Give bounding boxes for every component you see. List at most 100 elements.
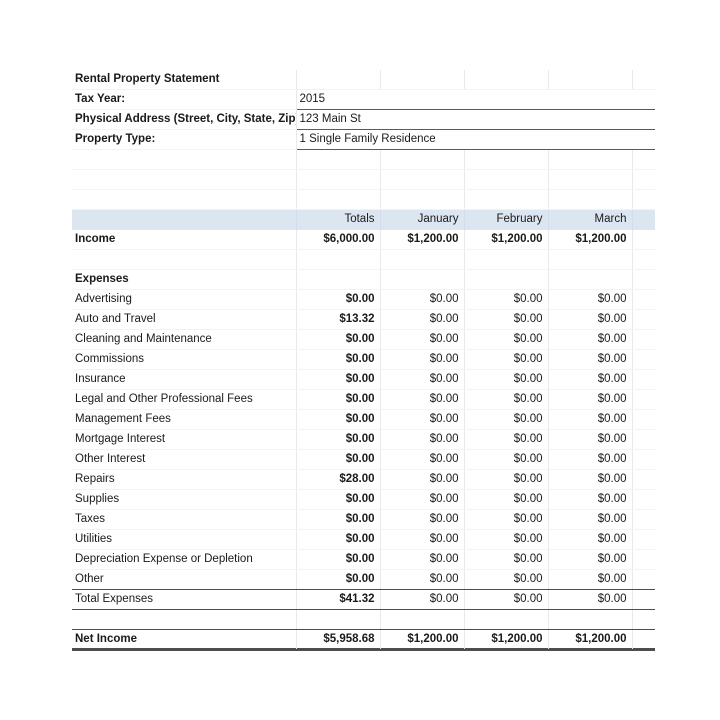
income-value[interactable]: $1,200. (632, 229, 655, 250)
expense-value[interactable]: $0. (632, 549, 655, 570)
form-value[interactable]: 1 Single Family Residence (296, 129, 655, 150)
income-value[interactable]: $1,200.00 (464, 229, 549, 250)
expense-value[interactable]: $0.00 (296, 489, 381, 510)
expense-value[interactable]: $0. (632, 449, 655, 470)
total-expenses-value[interactable]: $0.00 (380, 589, 465, 610)
expense-value[interactable]: $0.00 (464, 569, 549, 590)
expense-value[interactable]: $0.00 (296, 349, 381, 370)
expense-value[interactable]: $0.00 (296, 369, 381, 390)
net-income-value[interactable]: $1,200.00 (380, 629, 465, 651)
expense-value[interactable]: $0.00 (464, 409, 549, 430)
expense-value[interactable]: $0.00 (296, 569, 381, 590)
total-expenses-value[interactable]: $41. (632, 589, 655, 610)
expense-value[interactable]: $0.00 (296, 529, 381, 550)
net-income-value[interactable]: $5,958.68 (296, 629, 381, 651)
form-value[interactable]: 2015 (296, 89, 655, 110)
expense-value[interactable]: $0.00 (464, 509, 549, 530)
expense-value[interactable]: $0.00 (380, 529, 465, 550)
expense-value[interactable]: $0.00 (464, 329, 549, 350)
expense-value[interactable]: $0.00 (548, 449, 633, 470)
expense-value[interactable]: $0.00 (464, 529, 549, 550)
expense-value[interactable]: $0.00 (548, 409, 633, 430)
income-value[interactable]: $6,000.00 (296, 229, 381, 250)
expense-value[interactable]: $0.00 (296, 429, 381, 450)
expense-value[interactable]: $0.00 (380, 489, 465, 510)
expense-value[interactable]: $0.00 (380, 509, 465, 530)
expense-value[interactable]: $0.00 (380, 409, 465, 430)
expense-value[interactable]: $0. (632, 409, 655, 430)
column-header-totals[interactable]: Totals (296, 209, 381, 230)
column-header-ap[interactable]: Ap (632, 209, 655, 230)
expense-value[interactable]: $0.00 (296, 389, 381, 410)
expense-value[interactable]: $0.00 (548, 369, 633, 390)
column-header-february[interactable]: February (464, 209, 549, 230)
expense-value[interactable]: $0.00 (296, 509, 381, 530)
expense-value[interactable]: $0.00 (380, 329, 465, 350)
column-header-march[interactable]: March (548, 209, 633, 230)
expense-value[interactable]: $0.00 (464, 289, 549, 310)
expense-value[interactable]: $28. (632, 469, 655, 490)
expense-value[interactable]: $0.00 (296, 549, 381, 570)
expense-value[interactable]: $0.00 (548, 429, 633, 450)
spreadsheet-viewport[interactable]: Rental Property Statement Tax Year: 2015 Ph… (72, 70, 655, 652)
expense-value[interactable]: $0.00 (380, 349, 465, 370)
expense-value[interactable]: $0.00 (464, 429, 549, 450)
net-income-value[interactable]: $1,200.00 (548, 629, 633, 651)
expense-value[interactable]: $0.00 (548, 289, 633, 310)
income-value[interactable]: $1,200.00 (548, 229, 633, 250)
expense-value[interactable]: $0.00 (464, 349, 549, 370)
total-expenses-value[interactable]: $41.32 (296, 589, 381, 610)
expense-value[interactable]: $0. (632, 389, 655, 410)
expense-value[interactable]: $0.00 (296, 409, 381, 430)
expense-value[interactable]: $0.00 (548, 549, 633, 570)
expense-value[interactable]: $0. (632, 369, 655, 390)
expense-value[interactable]: $0.00 (380, 549, 465, 570)
column-header-january[interactable]: January (380, 209, 465, 230)
expense-value[interactable]: $0.00 (548, 489, 633, 510)
net-income-value[interactable]: $1,158. (632, 629, 655, 651)
expense-value[interactable]: $0.00 (296, 329, 381, 350)
expense-value[interactable]: $0.00 (380, 429, 465, 450)
expense-value[interactable]: $0.00 (548, 329, 633, 350)
expense-value[interactable]: $0.00 (380, 389, 465, 410)
expense-value[interactable]: $13.32 (296, 309, 381, 330)
expense-value[interactable]: $0.00 (548, 469, 633, 490)
expense-value[interactable]: $0. (632, 489, 655, 510)
expense-value[interactable]: $0.00 (296, 289, 381, 310)
expense-value[interactable]: $0.00 (296, 449, 381, 470)
rental-property-statement-table[interactable]: Rental Property Statement Tax Year: 2015 Ph… (72, 70, 655, 651)
expense-value[interactable]: $0.00 (380, 289, 465, 310)
expense-value[interactable]: $0. (632, 509, 655, 530)
expense-value[interactable]: $0.00 (380, 369, 465, 390)
expense-value[interactable]: $13. (632, 309, 655, 330)
expense-value[interactable]: $0.00 (548, 529, 633, 550)
expense-value[interactable]: $0. (632, 429, 655, 450)
expense-value[interactable]: $0.00 (464, 549, 549, 570)
expense-value[interactable]: $0. (632, 349, 655, 370)
expense-value[interactable]: $0.00 (548, 569, 633, 590)
expense-value[interactable]: $0.00 (380, 309, 465, 330)
expense-value[interactable]: $0.00 (464, 389, 549, 410)
expense-value[interactable]: $0. (632, 329, 655, 350)
expense-value[interactable]: $0.00 (464, 369, 549, 390)
expense-value[interactable]: $28.00 (296, 469, 381, 490)
column-header-blank[interactable] (72, 209, 297, 230)
expense-value[interactable]: $0.00 (464, 489, 549, 510)
expense-value[interactable]: $0.00 (380, 469, 465, 490)
total-expenses-value[interactable]: $0.00 (548, 589, 633, 610)
income-value[interactable]: $1,200.00 (380, 229, 465, 250)
expense-value[interactable]: $0.00 (548, 309, 633, 330)
expense-value[interactable]: $0. (632, 529, 655, 550)
expense-value[interactable]: $0.00 (548, 509, 633, 530)
expense-value[interactable]: $0. (632, 289, 655, 310)
total-expenses-value[interactable]: $0.00 (464, 589, 549, 610)
expense-value[interactable]: $0.00 (380, 569, 465, 590)
net-income-value[interactable]: $1,200.00 (464, 629, 549, 651)
expense-value[interactable]: $0.00 (380, 449, 465, 470)
expense-value[interactable]: $0. (632, 569, 655, 590)
expense-value[interactable]: $0.00 (548, 389, 633, 410)
expense-value[interactable]: $0.00 (464, 449, 549, 470)
expense-value[interactable]: $0.00 (464, 469, 549, 490)
form-value[interactable]: 123 Main St (296, 109, 655, 130)
expense-value[interactable]: $0.00 (464, 309, 549, 330)
